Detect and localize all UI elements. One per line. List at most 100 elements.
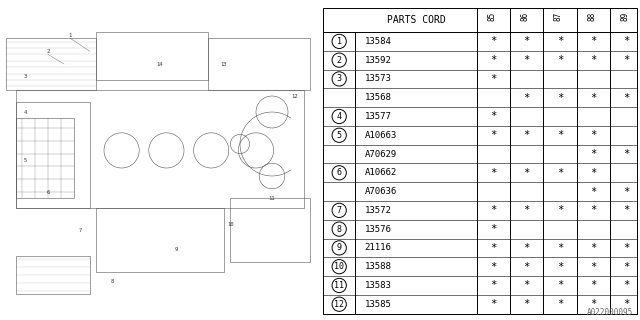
Text: *: * (623, 93, 630, 103)
Text: 13573: 13573 (365, 75, 392, 84)
Text: 13583: 13583 (365, 281, 392, 290)
Text: 6: 6 (337, 168, 342, 177)
Text: 8: 8 (110, 279, 114, 284)
Text: 1: 1 (337, 37, 342, 46)
Text: 13577: 13577 (365, 112, 392, 121)
Text: 88: 88 (587, 12, 596, 21)
Text: *: * (623, 149, 630, 159)
Text: *: * (490, 280, 497, 291)
Text: 5: 5 (337, 131, 342, 140)
Text: *: * (490, 299, 497, 309)
Text: *: * (590, 299, 596, 309)
Text: *: * (623, 299, 630, 309)
Text: 14: 14 (157, 61, 163, 67)
Text: *: * (557, 262, 563, 272)
Text: *: * (590, 168, 596, 178)
Text: *: * (590, 93, 596, 103)
Text: *: * (490, 243, 497, 253)
Text: 2: 2 (337, 56, 342, 65)
Text: *: * (590, 280, 596, 291)
Text: *: * (623, 36, 630, 46)
Text: 86: 86 (520, 12, 530, 21)
Text: 1: 1 (68, 33, 72, 38)
Text: 11: 11 (334, 281, 344, 290)
Text: *: * (623, 187, 630, 196)
Text: 85: 85 (487, 12, 497, 21)
Text: 11: 11 (269, 196, 275, 201)
Text: *: * (490, 224, 497, 234)
Text: 5: 5 (24, 157, 28, 163)
Text: *: * (524, 280, 530, 291)
Text: PARTS CORD: PARTS CORD (387, 15, 445, 25)
Text: 13592: 13592 (365, 56, 392, 65)
Text: *: * (557, 130, 563, 140)
Text: 13585: 13585 (365, 300, 392, 309)
Text: 7: 7 (337, 206, 342, 215)
Text: *: * (590, 262, 596, 272)
Text: *: * (557, 205, 563, 215)
Text: 7: 7 (78, 228, 82, 233)
Text: *: * (524, 262, 530, 272)
Text: *: * (524, 205, 530, 215)
Text: 10: 10 (334, 262, 344, 271)
Text: *: * (623, 55, 630, 65)
Text: *: * (590, 205, 596, 215)
Text: *: * (490, 168, 497, 178)
Text: 4: 4 (337, 112, 342, 121)
Text: 8: 8 (337, 225, 342, 234)
Text: *: * (490, 262, 497, 272)
Text: 6: 6 (46, 189, 50, 195)
Text: A10662: A10662 (365, 168, 397, 177)
Text: *: * (557, 299, 563, 309)
Text: 13576: 13576 (365, 225, 392, 234)
Text: *: * (524, 299, 530, 309)
Text: 2: 2 (46, 49, 50, 54)
Text: *: * (524, 243, 530, 253)
Text: *: * (524, 168, 530, 178)
Text: 13584: 13584 (365, 37, 392, 46)
Text: 21116: 21116 (365, 244, 392, 252)
Text: *: * (623, 243, 630, 253)
Text: *: * (490, 74, 497, 84)
Text: *: * (590, 149, 596, 159)
Text: *: * (524, 55, 530, 65)
Text: 9: 9 (337, 244, 342, 252)
Text: *: * (524, 36, 530, 46)
Text: 10: 10 (227, 221, 234, 227)
Text: *: * (623, 205, 630, 215)
Text: *: * (590, 243, 596, 253)
Text: *: * (623, 262, 630, 272)
Text: *: * (524, 130, 530, 140)
Text: A022000095: A022000095 (588, 308, 634, 317)
Text: 13572: 13572 (365, 206, 392, 215)
Text: *: * (590, 187, 596, 196)
Text: *: * (557, 55, 563, 65)
Text: 12: 12 (291, 93, 298, 99)
Text: *: * (557, 280, 563, 291)
Text: 87: 87 (554, 12, 563, 21)
Text: *: * (590, 36, 596, 46)
Text: *: * (557, 36, 563, 46)
Bar (16, 118, 74, 198)
Text: 13568: 13568 (365, 93, 392, 102)
Text: A70629: A70629 (365, 149, 397, 158)
Text: *: * (490, 36, 497, 46)
Text: *: * (490, 111, 497, 122)
Text: 13: 13 (221, 61, 227, 67)
Text: 9: 9 (174, 247, 178, 252)
Text: *: * (490, 130, 497, 140)
Text: 89: 89 (620, 12, 630, 21)
Text: *: * (557, 168, 563, 178)
Text: *: * (557, 93, 563, 103)
Text: *: * (524, 93, 530, 103)
Text: 13588: 13588 (365, 262, 392, 271)
Text: 12: 12 (334, 300, 344, 309)
Text: *: * (490, 55, 497, 65)
Text: *: * (490, 205, 497, 215)
Text: *: * (590, 130, 596, 140)
Text: *: * (590, 55, 596, 65)
Text: *: * (623, 280, 630, 291)
Text: 4: 4 (24, 109, 28, 115)
Text: A10663: A10663 (365, 131, 397, 140)
Text: 3: 3 (24, 74, 28, 79)
